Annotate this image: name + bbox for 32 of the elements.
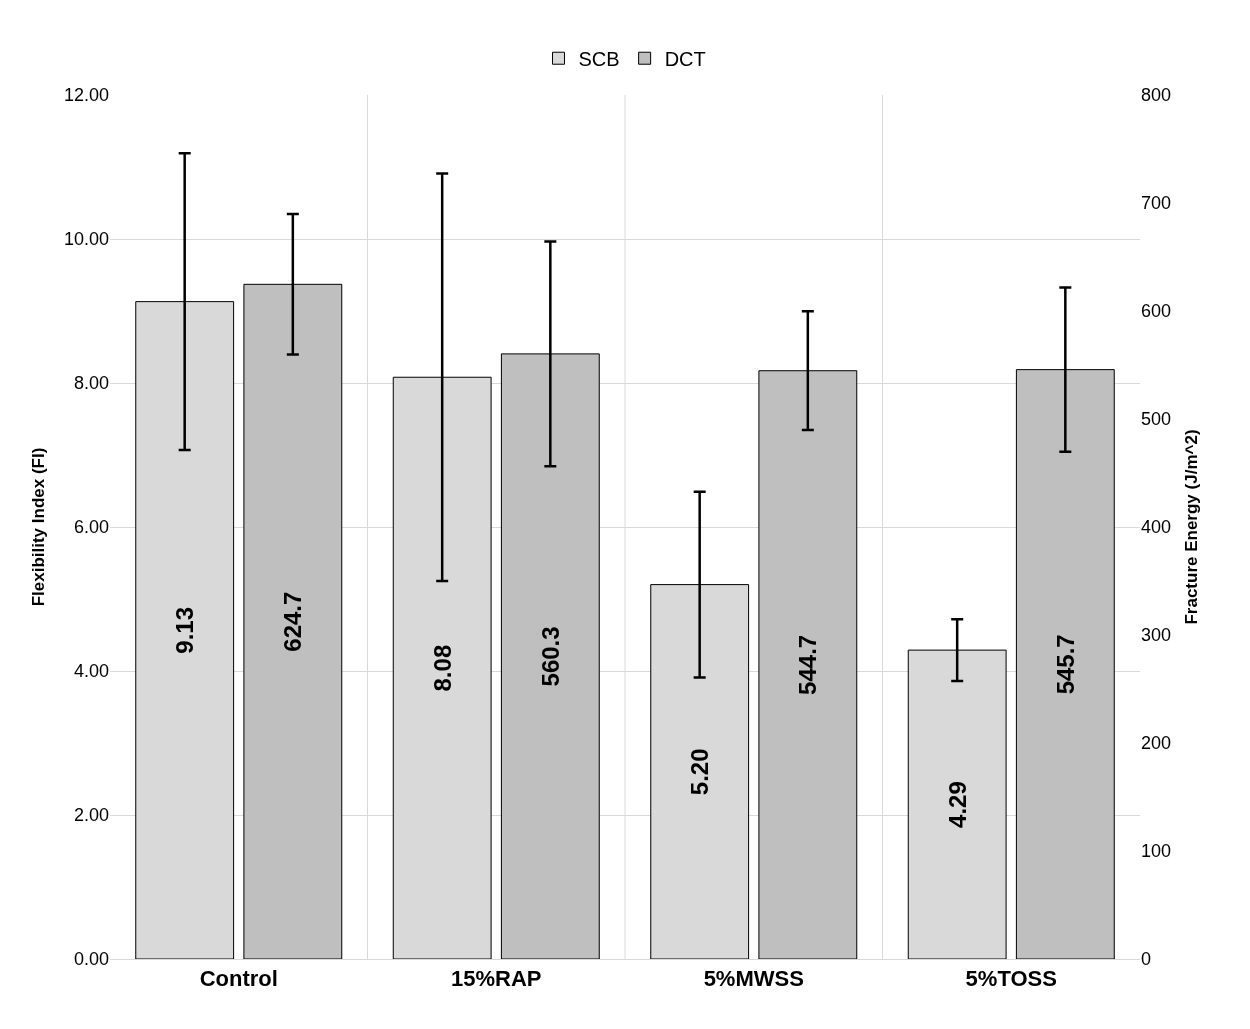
y2-tick-label: 800 <box>1141 85 1172 106</box>
data-label: 8.08 <box>428 644 456 692</box>
data-label: 9.13 <box>171 606 199 654</box>
x-tick-label: 5%MWSS <box>703 966 804 992</box>
data-label: 545.7 <box>1051 634 1079 695</box>
legend-label: SCB <box>578 48 620 71</box>
data-label: 560.3 <box>536 626 564 687</box>
y2-tick-label: 500 <box>1141 409 1172 430</box>
y2-tick-label: 300 <box>1141 625 1172 646</box>
y-tick-label: 8.00 <box>73 373 109 394</box>
y-tick-label: 6.00 <box>73 517 109 538</box>
y2-tick-label: 200 <box>1141 733 1172 754</box>
y2-axis-title: Fracture Energy (J/m^2) <box>1182 429 1202 625</box>
y2-tick-label: 600 <box>1141 301 1172 322</box>
y2-tick-label: 100 <box>1141 841 1172 862</box>
data-label: 4.29 <box>943 781 971 828</box>
data-label: 624.7 <box>279 591 307 652</box>
data-label: 5.20 <box>686 748 714 796</box>
y-tick-label: 4.00 <box>73 661 109 682</box>
y2-tick-label: 400 <box>1141 517 1172 538</box>
y2-tick-label: 0 <box>1141 949 1152 970</box>
y2-tick-label: 700 <box>1141 193 1172 214</box>
data-label: 544.7 <box>794 634 822 695</box>
legend-label: DCT <box>664 48 706 71</box>
y-tick-label: 10.00 <box>63 229 109 250</box>
y-tick-label: 0.00 <box>73 949 109 970</box>
x-tick-label: Control <box>199 966 278 992</box>
y-tick-label: 12.00 <box>63 85 109 106</box>
x-tick-label: 5%TOSS <box>965 966 1057 992</box>
y-tick-label: 2.00 <box>73 805 109 826</box>
y-axis-title: Flexibility Index (FI) <box>28 447 48 607</box>
x-tick-label: 15%RAP <box>451 966 542 992</box>
